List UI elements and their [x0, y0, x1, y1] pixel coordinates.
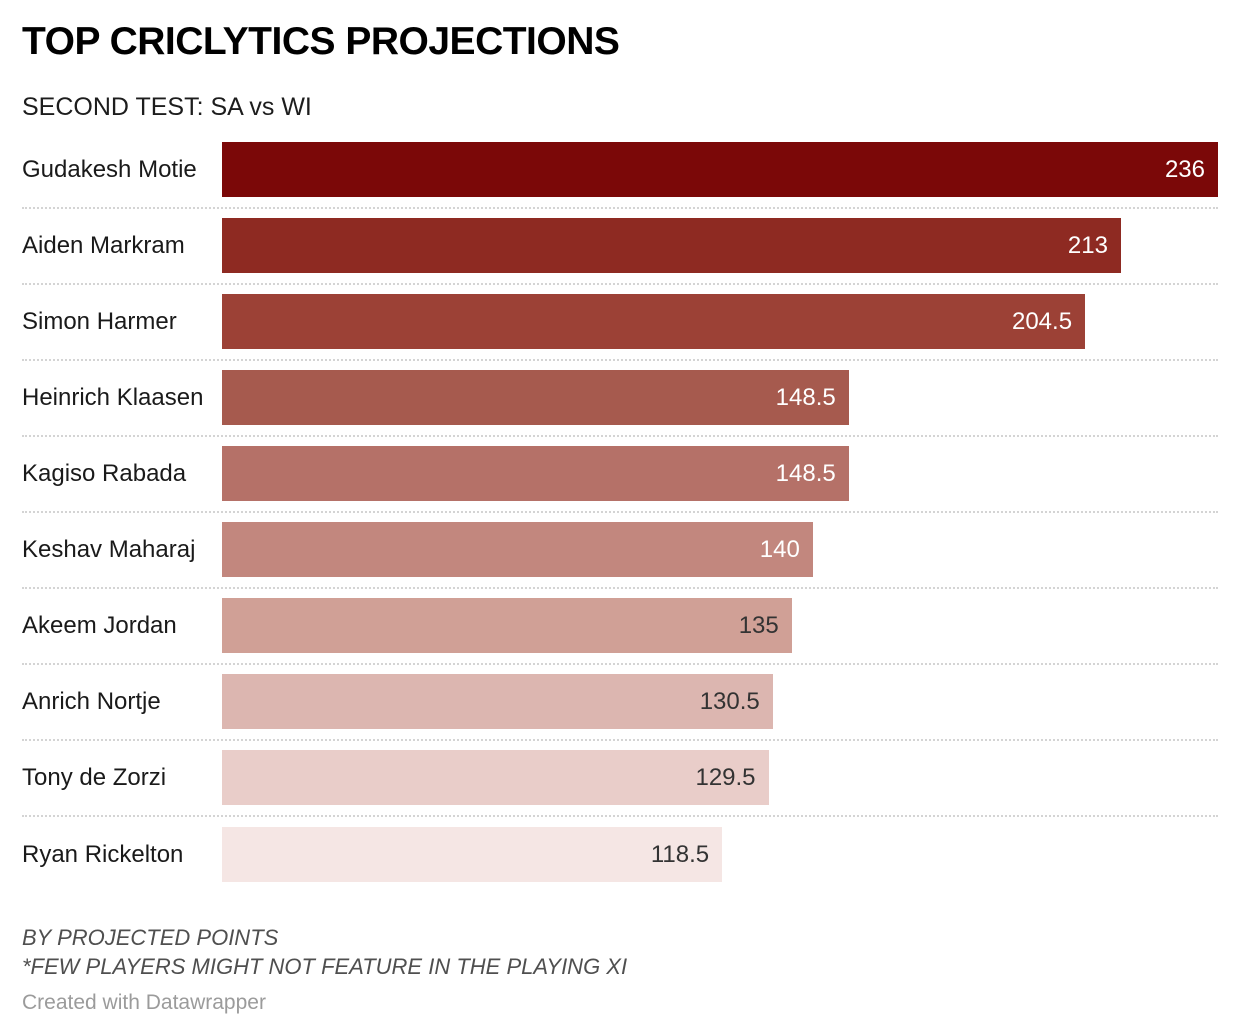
chart-row: Tony de Zorzi 129.5 — [22, 741, 1218, 817]
category-label: Aiden Markram — [22, 231, 185, 259]
bar: 135 — [222, 598, 792, 654]
footer-note-disclaimer: *FEW PLAYERS MIGHT NOT FEATURE IN THE PL… — [22, 953, 628, 979]
bar-chart: Gudakesh Motie 236 Aiden Markram 213 Simon H… — [22, 133, 1218, 893]
footer-note-method: BY PROJECTED POINTS — [22, 924, 279, 950]
value-label: 140 — [759, 535, 800, 563]
chart-row: Anrich Nortje 130.5 — [22, 665, 1218, 741]
bar-track: 204.5 — [222, 294, 1218, 350]
bar: 129.5 — [222, 750, 769, 806]
category-label: Ryan Rickelton — [22, 840, 184, 868]
chart-row: Simon Harmer 204.5 — [22, 285, 1218, 361]
chart-row: Ryan Rickelton 118.5 — [22, 817, 1218, 893]
bar-track: 118.5 — [222, 827, 1218, 883]
bar: 236 — [222, 142, 1218, 198]
bar-track: 129.5 — [222, 750, 1218, 806]
bar: 148.5 — [222, 370, 849, 426]
chart-row: Gudakesh Motie 236 — [22, 133, 1218, 209]
bar: 140 — [222, 522, 813, 578]
value-label: 129.5 — [695, 763, 756, 791]
value-label: 148.5 — [775, 383, 836, 411]
bar-track: 148.5 — [222, 446, 1218, 502]
value-label: 236 — [1164, 155, 1205, 183]
value-label: 204.5 — [1011, 307, 1073, 335]
chart-subtitle: SECOND TEST: SA vs WI — [22, 92, 312, 121]
bar: 118.5 — [222, 827, 723, 883]
category-label: Gudakesh Motie — [22, 155, 197, 183]
bar: 148.5 — [222, 446, 849, 502]
bar-track: 213 — [222, 218, 1218, 274]
bar-track: 135 — [222, 598, 1218, 654]
chart-row: Kagiso Rabada 148.5 — [22, 437, 1218, 513]
chart-row: Heinrich Klaasen 148.5 — [22, 361, 1218, 437]
category-label: Kagiso Rabada — [22, 459, 187, 487]
chart-row: Keshav Maharaj 140 — [22, 513, 1218, 589]
chart-row: Aiden Markram 213 — [22, 209, 1218, 285]
bar-track: 148.5 — [222, 370, 1218, 426]
attribution-text: Created with Datawrapper — [22, 991, 266, 1015]
bar-track: 130.5 — [222, 674, 1218, 730]
value-label: 118.5 — [650, 840, 710, 868]
category-label: Tony de Zorzi — [22, 763, 167, 791]
category-label: Anrich Nortje — [22, 687, 161, 715]
value-label: 135 — [738, 611, 779, 639]
bar-track: 236 — [222, 142, 1218, 198]
value-label: 213 — [1067, 231, 1108, 259]
category-label: Akeem Jordan — [22, 611, 177, 639]
value-label: 130.5 — [699, 687, 760, 715]
value-label: 148.5 — [775, 459, 836, 487]
chart-row: Akeem Jordan 135 — [22, 589, 1218, 665]
chart-title: TOP CRICLYTICS PROJECTIONS — [22, 20, 620, 63]
bar: 204.5 — [222, 294, 1086, 350]
bar: 130.5 — [222, 674, 773, 730]
category-label: Keshav Maharaj — [22, 535, 196, 563]
category-label: Simon Harmer — [22, 307, 177, 335]
category-label: Heinrich Klaasen — [22, 383, 204, 411]
chart-footer: BY PROJECTED POINTS *FEW PLAYERS MIGHT N… — [22, 924, 1218, 1015]
bar-track: 140 — [222, 522, 1218, 578]
bar: 213 — [222, 218, 1121, 274]
